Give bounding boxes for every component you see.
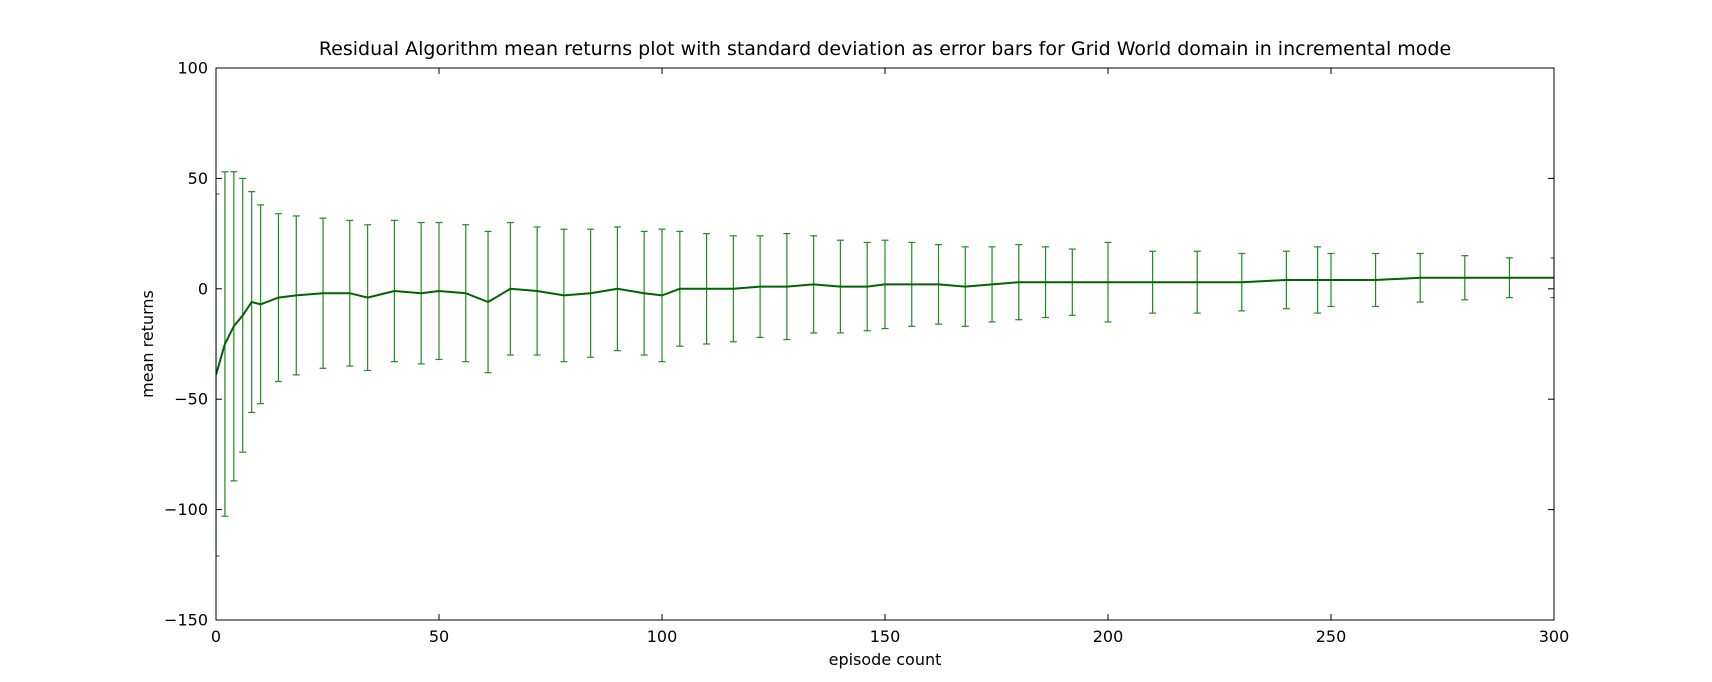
y-axis-ticks: −150 −100 −50 0 50 100: [164, 59, 1554, 630]
x-tick-label: 150: [870, 627, 901, 646]
x-axis-ticks: 0 50 100 150 200 250 300: [211, 68, 1569, 646]
y-axis-label: mean returns: [138, 290, 157, 398]
x-tick-label: 250: [1316, 627, 1347, 646]
y-tick-label: 50: [188, 169, 208, 188]
x-tick-label: 200: [1093, 627, 1124, 646]
x-tick-label: 0: [211, 627, 221, 646]
plot-content: [216, 171, 1554, 557]
y-tick-label: −100: [164, 500, 208, 519]
y-tick-label: 100: [177, 59, 208, 78]
y-tick-label: −50: [174, 390, 208, 409]
x-tick-label: 100: [647, 627, 678, 646]
x-axis-label: episode count: [829, 650, 942, 669]
y-tick-label: 0: [198, 279, 208, 298]
x-tick-label: 300: [1539, 627, 1570, 646]
series-line-0: [216, 276, 1554, 376]
x-tick-label: 50: [429, 627, 449, 646]
y-tick-label: −150: [164, 611, 208, 630]
chart-title: Residual Algorithm mean returns plot wit…: [319, 38, 1451, 60]
